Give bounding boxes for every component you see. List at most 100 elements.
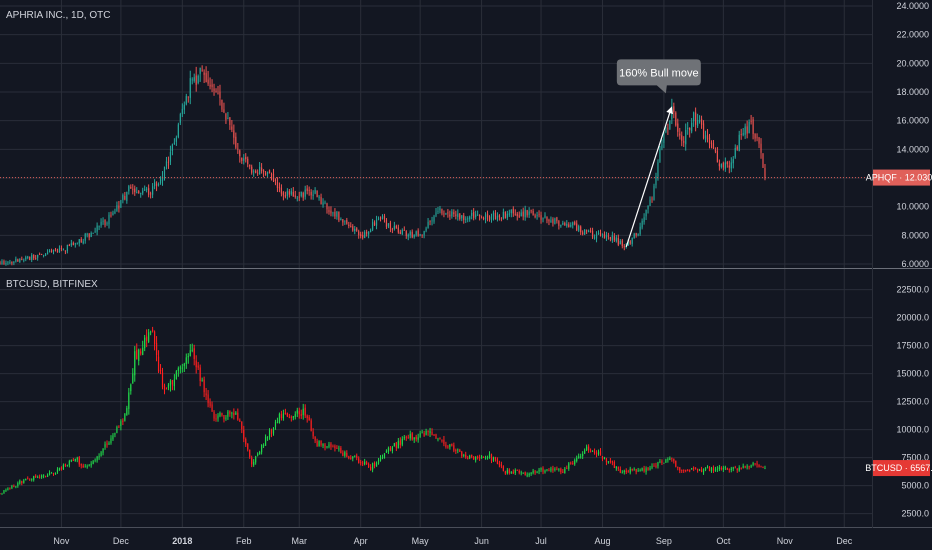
aphria-candles[interactable]	[0, 65, 766, 266]
aphria-candle	[352, 226, 354, 231]
btc-candle	[508, 469, 510, 474]
aphria-candle	[264, 172, 267, 176]
btc-candle	[74, 458, 76, 462]
btc-candle	[193, 348, 195, 359]
aphria-candle	[310, 191, 312, 196]
btc-candle	[564, 468, 566, 474]
aphria-candle	[762, 153, 764, 168]
aphria-candle	[173, 142, 175, 144]
aphria-candle	[764, 167, 766, 178]
aphria-candle	[276, 182, 279, 188]
btc-candle	[514, 470, 516, 473]
btc-candle	[364, 461, 366, 465]
aphria-candle	[251, 166, 253, 173]
aphria-candle	[104, 219, 106, 226]
aphria-candle	[237, 148, 239, 150]
btc-candle	[722, 467, 724, 470]
aphria-candle	[312, 194, 314, 196]
btc-candle	[738, 467, 740, 471]
btc-candle	[150, 331, 152, 333]
aphria-candle	[451, 211, 453, 217]
time-axis[interactable]: Nov Dec 2018 Feb Mar Apr May Jun Jul Aug Sep Oct Nov…	[53, 536, 852, 546]
btc-candle	[72, 459, 74, 461]
btc-candle	[266, 436, 269, 438]
x-tick-label: Dec	[113, 536, 130, 546]
aphria-candle	[697, 119, 699, 126]
btc-price-badge-text: BTCUSD · 6567.3	[865, 463, 932, 473]
aphria-candle	[591, 230, 594, 238]
aphria-candle	[687, 127, 689, 129]
aphria-candle	[754, 133, 756, 139]
btc-candle	[298, 411, 300, 415]
btc-candle	[326, 446, 328, 448]
aphria-candle	[185, 96, 187, 105]
bull-move-annotation[interactable]: 160% Bull move	[616, 59, 701, 247]
aphria-candle	[60, 247, 63, 250]
aphria-candle	[5, 263, 7, 265]
aphria-candle	[383, 215, 386, 220]
annotation-callout[interactable]	[616, 59, 701, 94]
btc-candle	[207, 394, 209, 404]
btc-candle	[591, 450, 594, 452]
aphria-candle	[54, 249, 57, 251]
aphria-candle	[443, 213, 445, 215]
btc-candle	[621, 472, 623, 474]
aphria-candle	[169, 151, 172, 162]
aphria-candle	[441, 209, 443, 214]
btc-candle	[308, 417, 310, 421]
top-panel-grid	[0, 5, 872, 265]
btc-y-tick: 7500.0	[901, 453, 929, 463]
aphria-candle	[80, 239, 82, 243]
aphria-candle	[427, 221, 429, 229]
aphria-y-tick: 8.0000	[901, 230, 929, 240]
btc-candle	[700, 469, 703, 472]
btc-candle	[601, 456, 604, 460]
btc-candle	[613, 462, 615, 469]
btc-candle	[221, 413, 223, 416]
btc-candle	[556, 468, 558, 470]
btc-candle	[282, 413, 284, 419]
btc-candle	[167, 384, 170, 388]
x-tick-label: Mar	[292, 536, 308, 546]
aphria-candle	[742, 133, 744, 135]
btc-candle	[35, 475, 37, 477]
aphria-candle	[700, 118, 703, 125]
btc-candle	[237, 412, 239, 420]
btc-candle	[465, 454, 467, 458]
btc-candle	[399, 440, 401, 446]
aphria-candle	[538, 214, 540, 216]
btc-candle	[320, 440, 322, 446]
btc-price-axis[interactable]: 2500.0 5000.0 7500.0 10000.0 12500.0 15000.0 1…	[896, 285, 929, 519]
btc-candle	[270, 429, 273, 435]
aphria-candle	[3, 261, 5, 264]
aphria-candle	[449, 214, 451, 217]
aphria-candle	[389, 222, 392, 229]
btc-candle	[649, 468, 651, 470]
aphria-candle	[698, 120, 701, 122]
btc-candle	[667, 459, 669, 461]
btc-candle	[330, 443, 332, 447]
btc-candle	[494, 457, 497, 460]
aphria-candle	[469, 216, 471, 220]
aphria-candle	[255, 170, 257, 173]
btc-candle	[750, 465, 752, 467]
aphria-candle	[465, 218, 467, 220]
aphria-candle	[334, 211, 336, 217]
btc-candle	[350, 458, 352, 460]
aphria-candle	[209, 84, 211, 87]
btc-candle	[66, 465, 68, 466]
btc-candle	[391, 447, 393, 452]
aphria-candle	[229, 117, 231, 125]
aphria-candle	[300, 191, 302, 196]
btc-candles[interactable]	[0, 326, 766, 495]
aphria-candle	[235, 136, 237, 148]
btc-candle	[695, 468, 697, 470]
aphria-candle	[21, 259, 23, 261]
btc-candle	[159, 369, 162, 372]
aphria-candle	[603, 233, 606, 239]
btc-candle	[19, 480, 21, 484]
btc-candle	[239, 420, 241, 422]
aphria-candle	[201, 69, 203, 71]
